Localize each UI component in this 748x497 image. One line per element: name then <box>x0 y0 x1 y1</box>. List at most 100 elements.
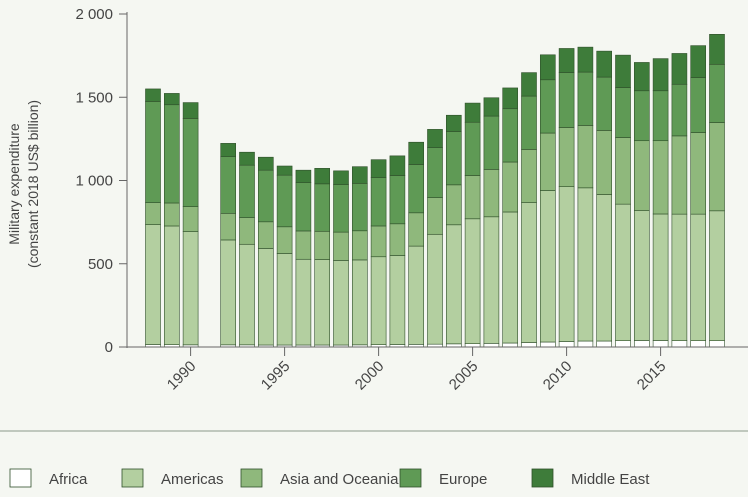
bar-segment <box>671 53 688 85</box>
bar-segment <box>276 165 293 176</box>
y-axis-title-line-1: Military expenditure <box>6 123 22 245</box>
bar-segment <box>596 50 613 78</box>
bar-segment <box>239 243 255 346</box>
bar-segment <box>389 175 406 225</box>
bar-segment <box>464 175 481 220</box>
bar-segment <box>690 340 707 348</box>
bar-segment <box>182 206 199 232</box>
bar-segment <box>389 255 406 345</box>
bar-segment <box>596 340 613 348</box>
bar-segment <box>615 54 631 88</box>
bar-segment <box>558 48 575 73</box>
legend-item: Europe <box>399 468 487 488</box>
bar-segment <box>539 190 556 343</box>
bar-segment <box>652 213 669 341</box>
legend-label: Europe <box>439 471 487 488</box>
bar-segment <box>351 166 368 184</box>
bar-segment <box>709 122 725 212</box>
bar-segment <box>276 226 293 254</box>
bar-segment <box>521 72 537 97</box>
bar-segment <box>558 341 575 348</box>
bar-segment <box>257 248 274 346</box>
legend-label: Africa <box>49 471 88 488</box>
bar-segment <box>295 258 312 346</box>
bar-segment <box>652 90 669 142</box>
legend-item: Africa <box>9 468 88 488</box>
bar-segment <box>370 256 387 345</box>
bar-segment <box>427 129 443 148</box>
legend-label: Middle East <box>571 471 650 488</box>
bar-segment <box>502 87 519 110</box>
bar-segment <box>577 71 594 126</box>
y-axis-title-line-2: (constant 2018 US$ billion) <box>25 100 41 268</box>
bar-segment <box>502 108 519 163</box>
bar-segment <box>671 213 688 341</box>
bars <box>145 34 725 348</box>
bar-segment <box>558 186 575 342</box>
bar-segment <box>464 121 481 176</box>
bar-segment <box>351 183 368 232</box>
bar-segment <box>633 90 650 142</box>
bar-segment <box>483 97 500 117</box>
y-tick-label: 1 000 <box>75 173 113 190</box>
legend-swatch <box>399 468 422 488</box>
bar-segment <box>145 101 161 203</box>
bar-segment <box>333 231 349 261</box>
bar-segment <box>671 340 688 348</box>
bar-segment <box>709 34 725 65</box>
bar-segment <box>539 341 556 348</box>
bar-segment <box>577 46 594 73</box>
bar-segment <box>295 182 312 232</box>
bar-segment <box>596 194 613 342</box>
legend-item: Middle East <box>531 468 650 488</box>
bar-segment <box>558 72 575 128</box>
bar-segment <box>671 135 688 215</box>
bar-segment <box>314 168 331 185</box>
bar-segment <box>690 77 707 133</box>
bar-segment <box>483 169 500 218</box>
bar-segment <box>370 159 387 178</box>
bar-segment <box>220 156 236 214</box>
bar-segment <box>671 83 688 137</box>
bar-segment <box>333 170 349 185</box>
bar-segment <box>145 88 161 102</box>
bar-segment <box>483 216 500 344</box>
bar-segment <box>596 130 613 195</box>
bar-segment <box>351 259 368 346</box>
bar-segment <box>521 342 537 348</box>
bar-segment <box>596 76 613 131</box>
bar-segment <box>709 210 725 341</box>
bar-segment <box>483 343 500 348</box>
legend-swatch <box>531 468 554 488</box>
bar-segment <box>427 197 443 235</box>
bar-segment <box>182 118 199 207</box>
bar-segment <box>539 79 556 134</box>
bar-segment <box>502 161 519 213</box>
bar-segment <box>652 140 669 215</box>
bar-segment <box>164 104 180 204</box>
bar-segment <box>709 63 725 123</box>
bar-segment <box>633 210 650 341</box>
bar-segment <box>445 224 462 345</box>
bar-segment <box>182 102 199 119</box>
bar-segment <box>633 340 650 348</box>
bar-segment <box>314 259 331 346</box>
legend-item: Asia and Oceania <box>240 468 399 488</box>
legend-item: Americas <box>121 468 224 488</box>
bar-segment <box>257 221 274 249</box>
bar-segment <box>239 217 255 245</box>
bar-segment <box>690 132 707 215</box>
bar-segment <box>220 239 236 346</box>
bar-segment <box>408 164 425 214</box>
x-tick-label: 1995 <box>258 358 294 394</box>
y-tick-label: 1 500 <box>75 89 113 106</box>
x-tick-label: 1990 <box>164 358 200 394</box>
bar-segment <box>445 184 462 226</box>
bar-segment <box>276 174 293 228</box>
bar-segment <box>615 203 631 341</box>
bar-segment <box>164 202 180 227</box>
bar-segment <box>145 224 161 345</box>
bar-segment <box>521 202 537 343</box>
y-axis: 0 500 1 000 1 500 2 000 <box>75 6 128 356</box>
